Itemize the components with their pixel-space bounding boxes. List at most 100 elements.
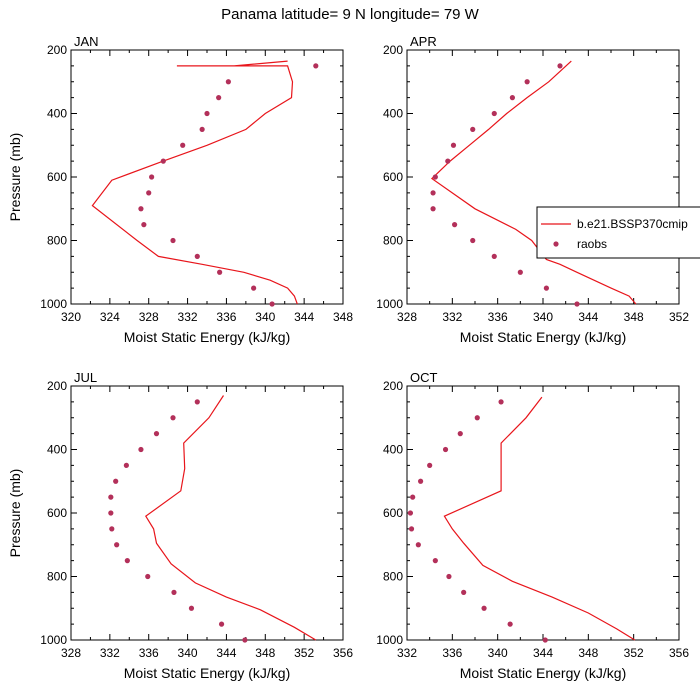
legend-box: [536, 206, 700, 259]
obs-point: [446, 573, 452, 580]
y-tick-label: 600: [383, 506, 403, 520]
x-tick-label: 320: [61, 310, 81, 324]
y-tick-label: 800: [47, 234, 67, 248]
panel-label-jul: JUL: [74, 370, 97, 385]
plot-frame-oct: [406, 385, 680, 641]
x-tick-label: 344: [533, 646, 553, 660]
obs-point: [509, 95, 515, 101]
obs-point: [457, 431, 463, 437]
panel-jul: 328 332 336 340 344 348 352 356 200 400 600 800 1000…: [7, 370, 353, 681]
obs-point: [445, 158, 451, 164]
obs-point: [491, 253, 497, 259]
obs-point: [108, 510, 114, 516]
obs-point: [217, 269, 223, 275]
panel-apr: 328 332 336 340 344 348 352 200 400 600 800 1000 APR…: [376, 34, 689, 345]
obs-point: [242, 637, 248, 643]
obs-point: [160, 158, 166, 164]
x-axis-label: Moist Static Energy (kJ/kg): [460, 329, 627, 345]
obs-point: [481, 605, 487, 611]
obs-point: [194, 399, 200, 405]
obs-point: [108, 494, 114, 500]
x-tick-label: 344: [578, 310, 598, 324]
obs-point: [180, 142, 186, 148]
obs-point: [470, 126, 476, 132]
panel-label-jan: JAN: [74, 34, 99, 49]
obs-point: [194, 253, 200, 259]
y-axis-label: Pressure (mb): [7, 133, 23, 222]
obs-point: [517, 269, 523, 275]
figure-title: Panama latitude= 9 N longitude= 79 W: [221, 6, 480, 23]
obs-point: [225, 79, 231, 85]
plot-frame-jan: [70, 49, 344, 305]
model-line-oct: [443, 396, 636, 641]
y-tick-label: 400: [47, 107, 67, 121]
obs-point: [407, 510, 413, 516]
x-tick-label: 340: [255, 310, 275, 324]
x-tick-label: 336: [139, 646, 159, 660]
obs-point: [430, 206, 436, 212]
y-tick-label: 600: [47, 506, 67, 520]
obs-point: [251, 285, 257, 291]
obs-point: [432, 174, 438, 180]
y-tick-label: 400: [383, 107, 403, 121]
y-tick-label: 400: [47, 443, 67, 457]
obs-point: [141, 222, 147, 228]
x-tick-label: 352: [624, 646, 644, 660]
x-tick-label: 348: [624, 310, 644, 324]
obs-point: [557, 63, 563, 69]
x-tick-label: 344: [216, 646, 236, 660]
y-tick-label: 200: [383, 43, 403, 57]
obs-point: [543, 285, 550, 291]
obs-point: [146, 190, 152, 196]
x-tick-label: 336: [442, 646, 462, 660]
obs-point: [170, 237, 176, 244]
model-line-jan: [91, 60, 298, 305]
y-tick-label: 1000: [40, 633, 67, 647]
obs-point: [123, 462, 129, 468]
legend: b.e21.BSSP370cmip raobs: [536, 206, 700, 259]
obs-point: [410, 494, 416, 500]
panel-label-oct: OCT: [410, 370, 438, 385]
obs-point: [114, 542, 120, 548]
obs-point: [498, 399, 504, 405]
x-tick-label: 348: [578, 646, 598, 660]
obs-point: [507, 621, 513, 627]
obs-point: [313, 63, 319, 69]
x-tick-label: 328: [397, 310, 417, 324]
panel-jan: 320 324 328 332 336 340 344 348 200 400 600 800 1000…: [7, 34, 353, 345]
obs-point: [408, 526, 415, 532]
obs-point: [138, 446, 144, 453]
x-axis-label: Moist Static Energy (kJ/kg): [124, 329, 291, 345]
obs-point: [542, 637, 548, 643]
y-tick-label: 800: [383, 234, 403, 248]
obs-point: [474, 415, 480, 421]
obs-point: [188, 605, 195, 611]
x-tick-label: 336: [488, 310, 508, 324]
y-tick-label: 1000: [376, 297, 403, 311]
obs-point: [430, 190, 436, 196]
y-tick-label: 200: [47, 379, 67, 393]
x-axis-label: Moist Static Energy (kJ/kg): [124, 665, 291, 681]
y-axis-label: Pressure (mb): [7, 469, 23, 558]
obs-point: [524, 79, 530, 85]
legend-obs-label: raobs: [577, 237, 607, 251]
obs-point: [269, 301, 275, 307]
x-tick-label: 348: [255, 646, 275, 660]
obs-point: [218, 621, 225, 627]
obs-point: [124, 558, 130, 564]
obs-point: [216, 95, 222, 101]
y-tick-label: 800: [47, 570, 67, 584]
x-tick-label: 328: [139, 310, 159, 324]
obs-point: [109, 526, 115, 532]
obs-point: [450, 142, 457, 148]
y-tick-label: 400: [383, 443, 403, 457]
obs-point: [153, 431, 160, 437]
x-tick-label: 352: [669, 310, 689, 324]
x-tick-label: 340: [178, 646, 198, 660]
x-tick-label: 340: [488, 646, 508, 660]
x-tick-label: 332: [178, 310, 198, 324]
obs-point: [204, 110, 210, 117]
y-tick-label: 200: [47, 43, 67, 57]
obs-point: [113, 478, 119, 484]
